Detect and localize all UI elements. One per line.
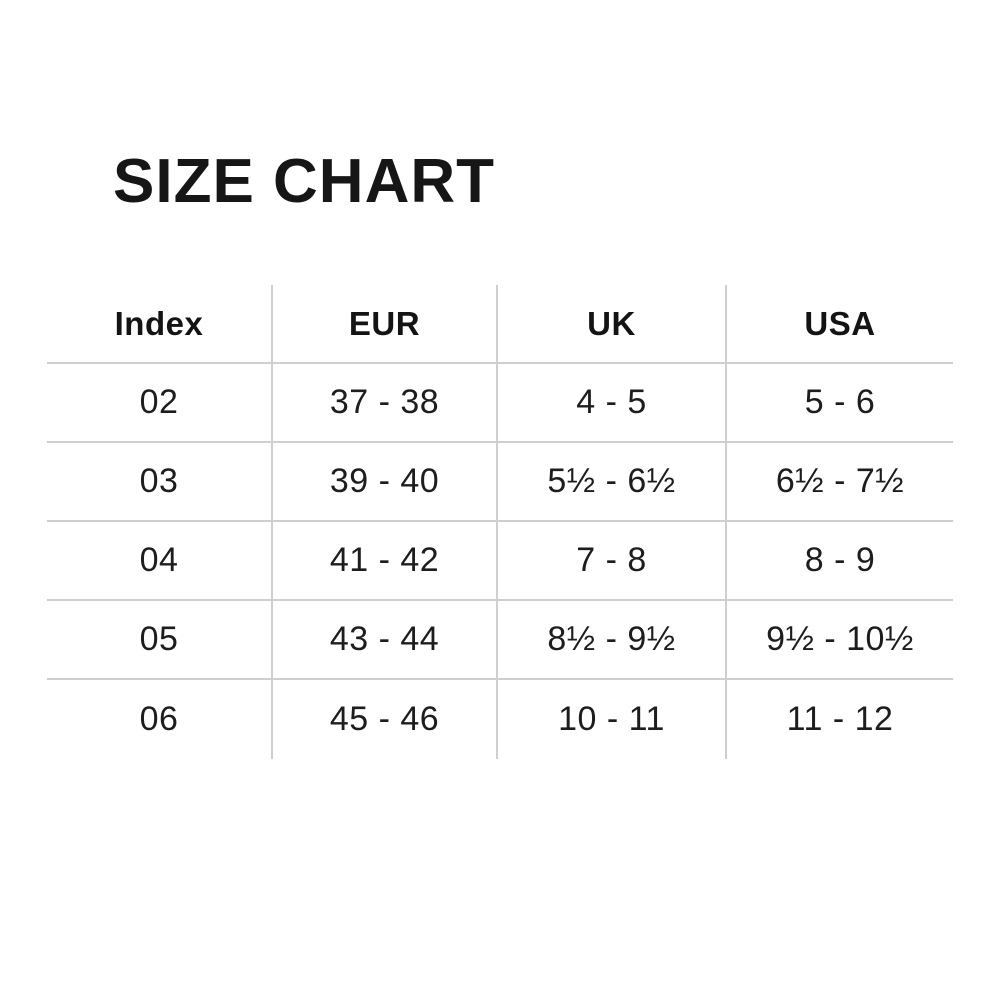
table-cell: 37 - 38 <box>273 364 498 443</box>
table-cell: 4 - 5 <box>498 364 727 443</box>
table-cell: 8 - 9 <box>727 522 953 601</box>
table-cell: 6½ - 7½ <box>727 443 953 522</box>
table-cell: 04 <box>47 522 273 601</box>
table-cell: 05 <box>47 601 273 680</box>
header-cell-index: Index <box>47 285 273 364</box>
table-cell: 9½ - 10½ <box>727 601 953 680</box>
header-cell-usa: USA <box>727 285 953 364</box>
table-cell: 03 <box>47 443 273 522</box>
table-cell: 8½ - 9½ <box>498 601 727 680</box>
table-cell: 43 - 44 <box>273 601 498 680</box>
table-cell: 11 - 12 <box>786 700 894 738</box>
table-cell: 39 - 40 <box>273 443 498 522</box>
table-cell: 7 - 8 <box>498 522 727 601</box>
table-cell: 06 <box>47 680 273 759</box>
table-cell: 45 - 46 <box>273 680 498 759</box>
header-cell-uk: UK <box>498 285 727 364</box>
table-cell: 02 <box>47 364 273 443</box>
table-cell: 5 - 6 <box>727 364 953 443</box>
page-title: SIZE CHART <box>113 147 495 216</box>
table-cell: 5½ - 6½ <box>498 443 727 522</box>
table-cell: 10 - 11 <box>498 680 727 759</box>
table-cell: 41 - 42 <box>273 522 498 601</box>
header-cell-eur: EUR <box>273 285 498 364</box>
